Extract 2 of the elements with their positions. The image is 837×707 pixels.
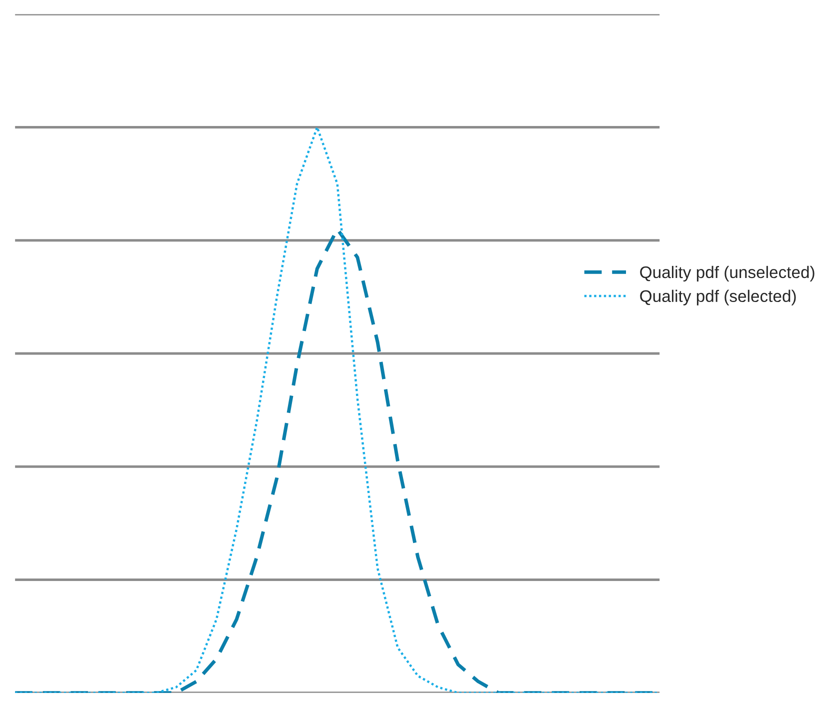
legend-label: Quality pdf (selected) [640,290,796,306]
legend-label: Quality pdf (unselected) [640,266,814,282]
